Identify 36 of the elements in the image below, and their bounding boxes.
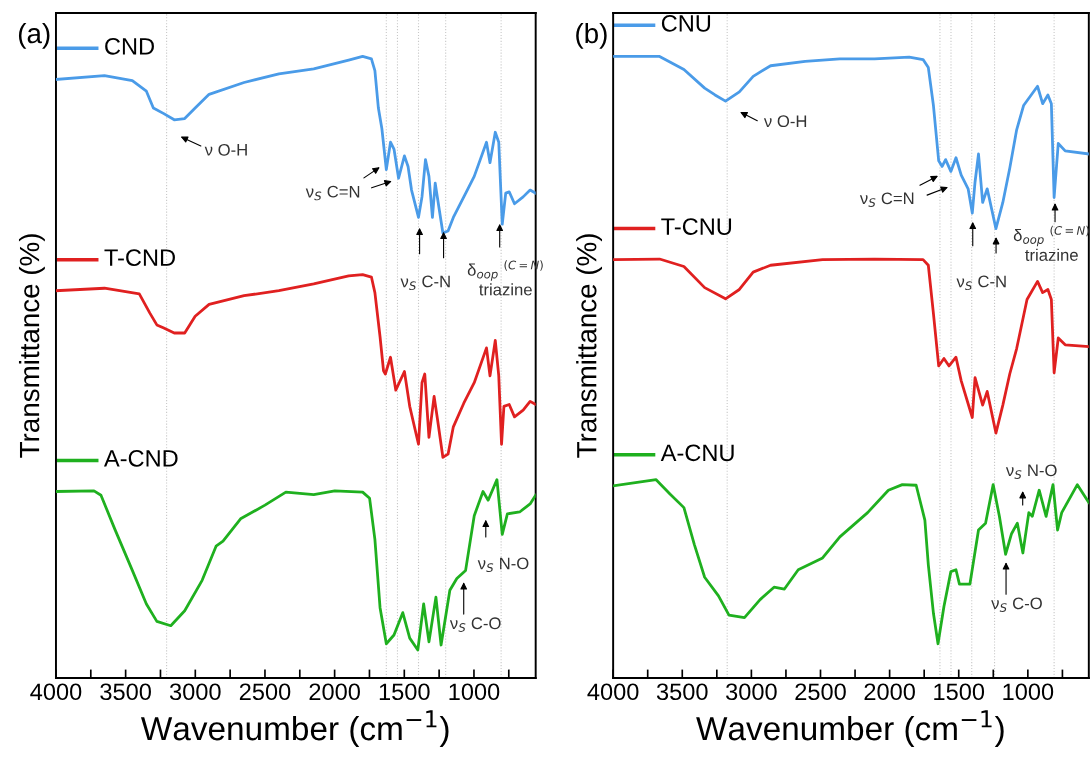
legend-label: A-CNU xyxy=(660,444,734,462)
x-tick-label: 1500 xyxy=(379,683,430,701)
legend-label: CNU xyxy=(661,14,711,32)
x-tick-label: 3500 xyxy=(100,683,151,701)
chart-title: (b) xyxy=(576,22,607,49)
x-tick-label: 1000 xyxy=(449,683,500,701)
x-tick-label: 4000 xyxy=(30,683,82,701)
x-tick-label: 2500 xyxy=(795,683,846,701)
y-axis-title: Transmittance (%) xyxy=(576,234,603,458)
legend-label: T-CND xyxy=(104,249,175,266)
y-axis-title: Transmittance (%) xyxy=(18,234,45,458)
x-axis-title: Wavenumber (cm$^{−1}$) xyxy=(140,710,449,748)
annotation: ν$_{S}$ C-O xyxy=(449,617,501,632)
legend-label: CND xyxy=(105,37,154,55)
x-tick-label: 3000 xyxy=(169,683,221,701)
x-axis-title: Wavenumber (cm$^{−1}$) xyxy=(696,710,1004,748)
legend-label: T-CNU xyxy=(661,218,732,235)
annotation: ν$_{S}$ C=N xyxy=(859,192,914,207)
x-tick-label: 3000 xyxy=(726,683,777,701)
chart-title: (a) xyxy=(18,22,50,49)
annotation: ν$_{S}$ N-O xyxy=(1005,464,1057,479)
x-tick-label: 2500 xyxy=(239,683,291,701)
x-tick-label: 1500 xyxy=(934,683,985,701)
x-tick-label: 4000 xyxy=(587,683,639,701)
annotation: ν O-H xyxy=(204,143,247,156)
annotation: ν$_{S}$ C-N xyxy=(400,275,450,291)
annotation: ν$_{S}$ C-N xyxy=(956,275,1006,291)
annotation: ν$_{S}$ N-O xyxy=(477,557,529,573)
annotation: ν$_{S}$ C-O xyxy=(991,597,1042,612)
x-tick-label: 2000 xyxy=(309,683,360,701)
legend-label: A-CND xyxy=(103,450,178,467)
annotation: ν O-H xyxy=(763,115,807,128)
x-tick-label: 2000 xyxy=(864,683,915,701)
x-tick-label: 1000 xyxy=(1003,683,1054,701)
x-tick-label: 3500 xyxy=(656,683,708,701)
annotation: ν$_{S}$ C=N xyxy=(305,185,360,201)
